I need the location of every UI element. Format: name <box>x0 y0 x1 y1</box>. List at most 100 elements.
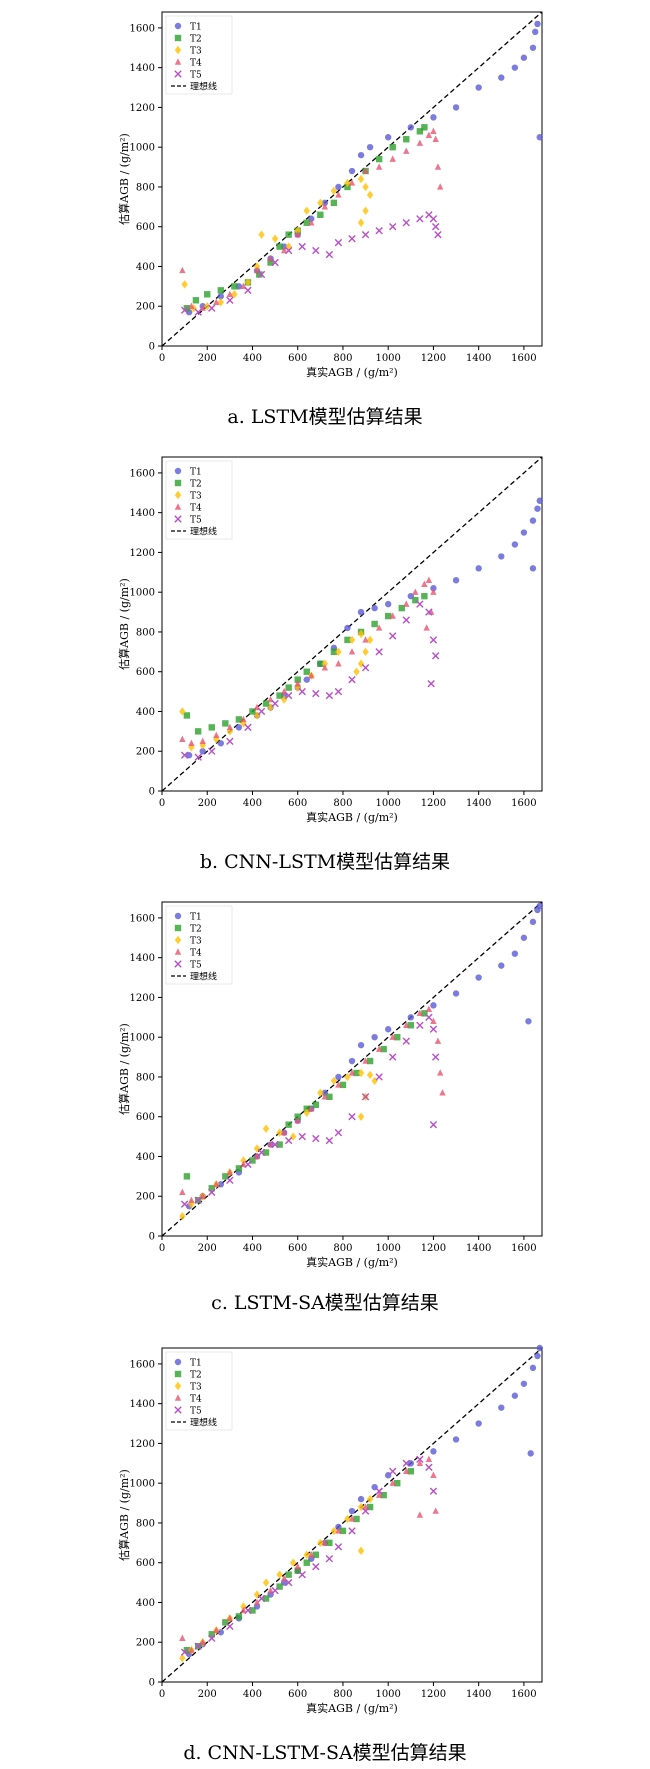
T4-point-23 <box>437 183 444 190</box>
T2-point-4 <box>235 1613 243 1620</box>
T2-point-1 <box>194 728 202 735</box>
T3-point-13 <box>344 1514 351 1524</box>
T1-point-23 <box>532 28 539 36</box>
x-tick-label: 1000 <box>375 353 400 364</box>
legend-T4-point-0 <box>174 1394 182 1401</box>
T5-point-4 <box>244 286 252 295</box>
x-tick-label: 600 <box>288 1689 307 1700</box>
T2-point-14 <box>353 1069 360 1077</box>
T5-point-19 <box>429 1487 438 1495</box>
T4-point-12 <box>335 191 342 198</box>
T5-point-8 <box>298 1132 306 1141</box>
T3-point-8 <box>276 1128 283 1137</box>
T3-point-17 <box>366 190 374 200</box>
T3-point-9 <box>289 1558 297 1567</box>
T5-point-17 <box>416 1021 424 1029</box>
T2-point-15 <box>366 1057 374 1065</box>
T3-point-12 <box>330 1526 338 1536</box>
chart-panel-d: 0 0 200 200 400 400 600 600 800 800 1000 1000 1200 12… <box>0 1336 650 1764</box>
T2-point-9 <box>294 676 301 683</box>
T4-point-21 <box>432 1507 439 1514</box>
T4-point-13 <box>348 1515 356 1522</box>
T1-point-17 <box>452 990 460 997</box>
legend-label-T2: T2 <box>190 480 202 490</box>
x-tick-label: 0 <box>159 1243 165 1254</box>
T1-point-2 <box>217 293 225 300</box>
x-tick-label: 400 <box>243 798 262 809</box>
T4-point-4 <box>226 1614 234 1622</box>
T3-point-5 <box>240 719 247 728</box>
plot-frame <box>161 456 543 792</box>
T4-point-3 <box>213 298 220 305</box>
T1-point-11 <box>348 1057 356 1065</box>
T4-point-0 <box>179 1634 186 1641</box>
series-T5 <box>180 1455 438 1656</box>
x-tick-label: 600 <box>288 1243 307 1254</box>
T4-point-20 <box>430 127 437 134</box>
T2-point-4 <box>231 283 238 290</box>
y-tick-label: 0 <box>149 1232 155 1243</box>
legend-label-T1: T1 <box>190 23 202 33</box>
T3-point-9 <box>285 242 292 251</box>
T2-point-17 <box>394 1479 401 1487</box>
y-tick-label: 800 <box>136 1518 155 1529</box>
series-T3 <box>179 1494 374 1663</box>
T4-point-6 <box>253 1152 261 1160</box>
x-tick-label: 400 <box>243 1689 262 1700</box>
T4-point-9 <box>294 679 301 687</box>
T1-point-18 <box>475 1420 482 1427</box>
T2-point-0 <box>183 1173 191 1180</box>
legend-T5-point-0 <box>174 1406 182 1414</box>
T5-point-12 <box>348 675 356 684</box>
T3-point-2 <box>204 302 211 311</box>
T4-point-1 <box>188 739 195 746</box>
legend-label-ideal-line: 理想线 <box>190 81 217 93</box>
T5-point-18 <box>425 608 433 616</box>
T4-point-21 <box>432 135 439 142</box>
legend-T5-point-0 <box>174 515 182 523</box>
T3-point-6 <box>253 262 261 271</box>
T2-point-16 <box>380 1045 387 1053</box>
T1-point-25 <box>527 1450 534 1457</box>
scatter-chart-c: 00 200 200 400 400 600 600 800 800 1000 1000 1200 12… <box>117 901 543 1269</box>
legend-T4-point-0 <box>174 503 182 510</box>
T3-point-6 <box>253 1144 261 1153</box>
T2-point-17 <box>389 143 396 151</box>
T1-point-23 <box>534 1352 541 1360</box>
T2-point-2 <box>208 1631 215 1638</box>
T1-point-21 <box>520 1380 528 1387</box>
T4-point-8 <box>280 246 288 254</box>
T2-point-18 <box>412 596 419 604</box>
legend-label-T3: T3 <box>190 492 202 502</box>
x-tick-label: 1200 <box>421 353 446 364</box>
T2-point-12 <box>326 1093 333 1101</box>
T5-point-21 <box>434 230 442 239</box>
series-T1 <box>185 1344 543 1658</box>
legend-label-T5: T5 <box>190 1407 202 1417</box>
y-tick-label: 1400 <box>130 953 155 964</box>
T2-point-2 <box>204 291 211 298</box>
T3-point-15 <box>366 1070 374 1080</box>
x-tick-label: 1400 <box>466 1689 491 1700</box>
T2-point-7 <box>276 692 283 699</box>
T5-point-5 <box>257 1148 266 1157</box>
T1-point-19 <box>498 962 505 969</box>
T4-point-1 <box>188 1646 195 1653</box>
T5-point-7 <box>284 691 293 700</box>
T5-point-14 <box>375 1073 383 1081</box>
legend-T3-point-0 <box>174 490 182 500</box>
legend-label-T3: T3 <box>190 937 202 947</box>
T2-point-15 <box>371 620 378 628</box>
T3-point-16 <box>371 1076 378 1086</box>
T5-point-20 <box>431 1053 440 1061</box>
T3-point-7 <box>262 1578 270 1587</box>
T5-point-1 <box>194 1196 202 1204</box>
T3-point-10 <box>303 1108 310 1117</box>
T4-point-18 <box>416 139 424 146</box>
T1-point-22 <box>529 1364 537 1372</box>
T3-point-3 <box>217 298 225 307</box>
T5-point-6 <box>271 258 279 267</box>
T2-point-12 <box>330 648 338 656</box>
T3-point-16 <box>362 182 369 192</box>
T1-point-23 <box>534 505 541 512</box>
